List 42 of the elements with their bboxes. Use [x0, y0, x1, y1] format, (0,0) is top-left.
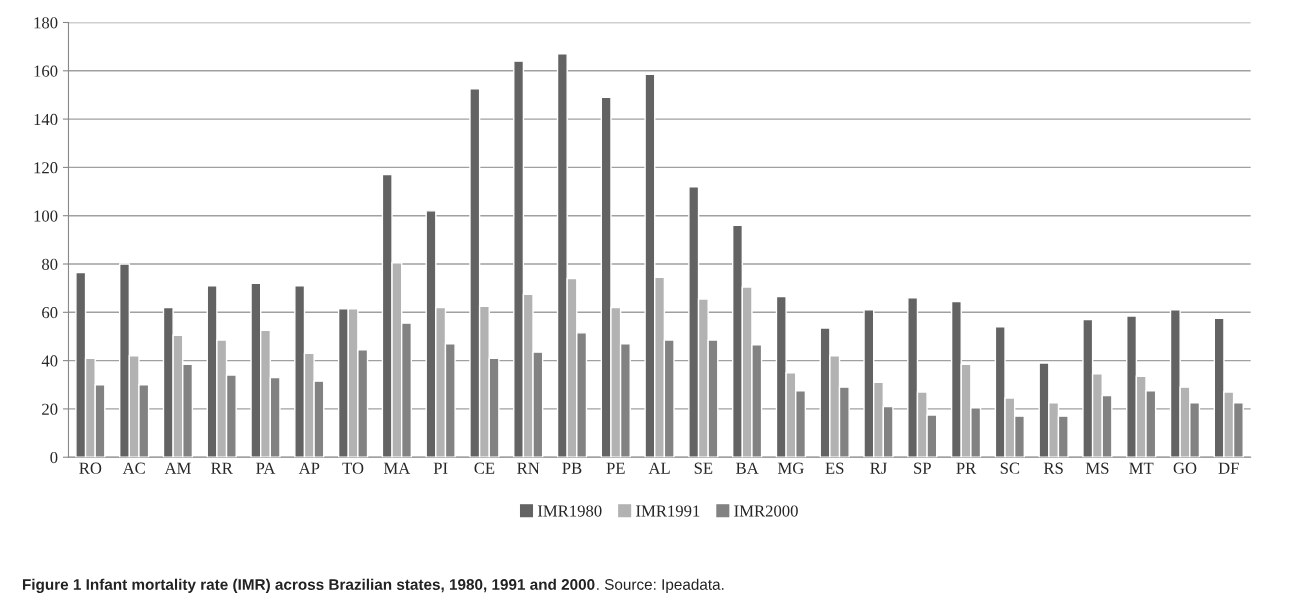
x-tick-label: CE	[474, 462, 495, 474]
y-tick-label: 20	[42, 403, 58, 415]
x-tick-label: AP	[298, 462, 320, 474]
x-tick-label: PE	[606, 462, 625, 474]
x-tick-label: BA	[736, 462, 759, 474]
text: Figure 1 Infant mortality rate (IMR) across Brazilian states, 1980, 1991 and 2000	[22, 578, 595, 593]
x-tick-label: TO	[342, 462, 364, 474]
y-tick-label: 60	[42, 307, 58, 319]
y-tick-label: 120	[34, 162, 58, 174]
x-tick-label: PB	[562, 462, 582, 474]
text: . Source: Ipeadata.	[597, 578, 724, 593]
x-tick-label: PR	[956, 462, 977, 474]
x-tick-label: DF	[1218, 462, 1239, 474]
x-tick-label: GO	[1173, 462, 1197, 474]
y-tick-label: 180	[34, 17, 58, 29]
y-tick-label: 140	[34, 113, 58, 126]
x-tick-label: SP	[914, 462, 931, 474]
x-tick-label: RO	[79, 462, 102, 474]
x-tick-label: MA	[383, 462, 411, 474]
x-tick-label: SC	[1000, 462, 1020, 474]
x-tick-label: AM	[164, 462, 191, 474]
y-tick-label: 80	[42, 258, 58, 270]
y-tick-label: 160	[34, 65, 58, 77]
x-tick-label: AL	[648, 462, 670, 474]
x-tick-label: RN	[517, 462, 540, 474]
y-tick-label: 0	[50, 451, 58, 464]
y-tick-label: 100	[34, 210, 58, 222]
x-tick-label: PI	[433, 462, 448, 474]
x-tick-label: AC	[122, 462, 145, 474]
x-tick-label: MT	[1129, 462, 1154, 474]
x-tick-label: RJ	[870, 462, 887, 474]
legend-label: IMR1980	[537, 505, 602, 517]
x-tick-label: SE	[694, 462, 713, 474]
x-tick-label: ES	[825, 462, 844, 474]
legend-label: IMR1991	[636, 505, 700, 517]
x-tick-label: MS	[1085, 462, 1109, 474]
x-tick-label: PA	[256, 462, 276, 474]
x-tick-label: RR	[211, 462, 233, 474]
x-tick-label: RS	[1043, 462, 1063, 474]
legend-label: IMR2000	[734, 505, 798, 517]
y-tick-label: 40	[41, 355, 58, 367]
x-tick-label: MG	[777, 462, 804, 474]
